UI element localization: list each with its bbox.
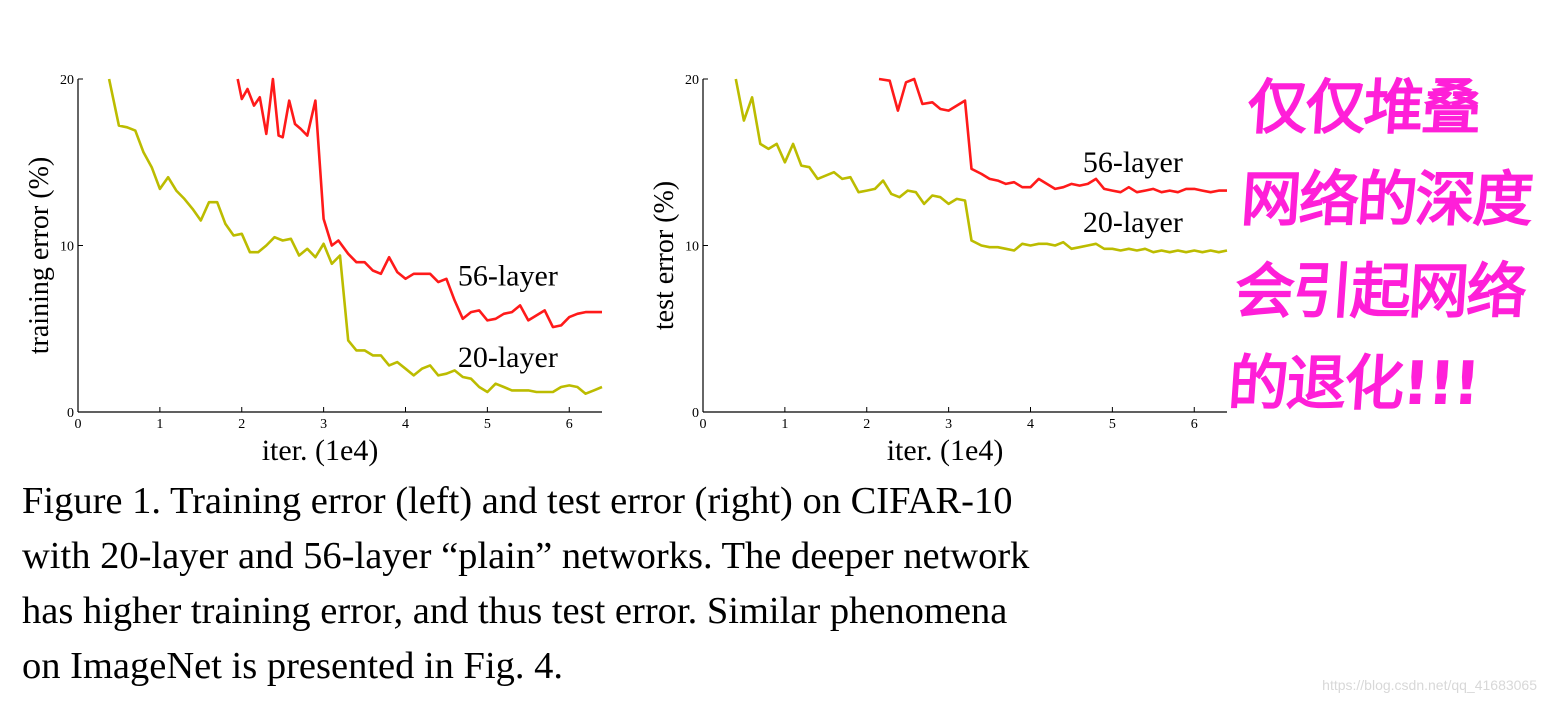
series-line-56-layer [878, 77, 1227, 194]
x-tick-label: 1 [156, 417, 163, 432]
series-line-20-layer [107, 78, 603, 396]
x-tick-label: 1 [781, 417, 788, 432]
annotation-line-3: 会引起网络 [1232, 257, 1528, 327]
caption-line-2: with 20-layer and 56-layer “plain” netwo… [22, 535, 1030, 577]
x-tick-label: 0 [700, 417, 707, 432]
series-line-20-layer [734, 78, 1228, 254]
y-tick-label: 20 [685, 73, 699, 88]
annotation-line-2: 网络的深度 [1238, 165, 1534, 235]
y-tick-label: 10 [685, 240, 699, 255]
annotation-line-1: 仅仅堆叠 [1245, 73, 1483, 143]
y-tick-label: 0 [67, 406, 74, 421]
series-label: 20-layer [1083, 206, 1183, 239]
x-tick-label: 5 [1109, 417, 1116, 432]
figure-caption: Figure 1. Training error (left) and test… [22, 474, 1232, 694]
y-tick-label: 10 [60, 240, 74, 255]
caption-line-1: Figure 1. Training error (left) and test… [22, 480, 1013, 522]
series-label: 56-layer [1083, 146, 1183, 179]
x-tick-label: 5 [484, 417, 491, 432]
x-tick-label: 3 [320, 417, 327, 432]
x-tick-label: 0 [75, 417, 82, 432]
caption-line-3: has higher training error, and thus test… [22, 590, 1008, 632]
x-tick-label: 6 [566, 417, 573, 432]
x-axis-label: iter. (1e4) [262, 434, 379, 467]
x-tick-label: 4 [402, 417, 409, 432]
series-label: 56-layer [458, 259, 558, 292]
x-tick-label: 2 [238, 417, 245, 432]
y-axis-label: training error (%) [24, 157, 55, 354]
test-error-chart: 0 1 2 3 4 5 6 0 10 20 iter. (1e4) test error (%) 56-… [649, 73, 1228, 467]
watermark: https://blog.csdn.net/qq_41683065 [1322, 677, 1537, 693]
caption-line-4: on ImageNet is presented in Fig. 4. [22, 645, 564, 687]
y-tick-label: 20 [60, 73, 74, 88]
x-tick-label: 2 [863, 417, 870, 432]
x-tick-label: 3 [945, 417, 952, 432]
handwritten-annotation: 仅仅堆叠 网络的深度 会引起网络 的退化!!! [1225, 62, 1547, 430]
series-label: 20-layer [458, 341, 558, 374]
series-line-56-layer [236, 77, 602, 329]
x-axis-label: iter. (1e4) [887, 434, 1004, 467]
training-error-chart: 0 1 2 3 4 5 6 0 10 20 iter. (1e4) training error (%… [24, 73, 603, 467]
x-tick-label: 6 [1191, 417, 1198, 432]
y-tick-label: 0 [692, 406, 699, 421]
annotation-line-4: 的退化!!! [1225, 349, 1481, 419]
y-axis-label: test error (%) [649, 181, 680, 330]
x-tick-label: 4 [1027, 417, 1034, 432]
